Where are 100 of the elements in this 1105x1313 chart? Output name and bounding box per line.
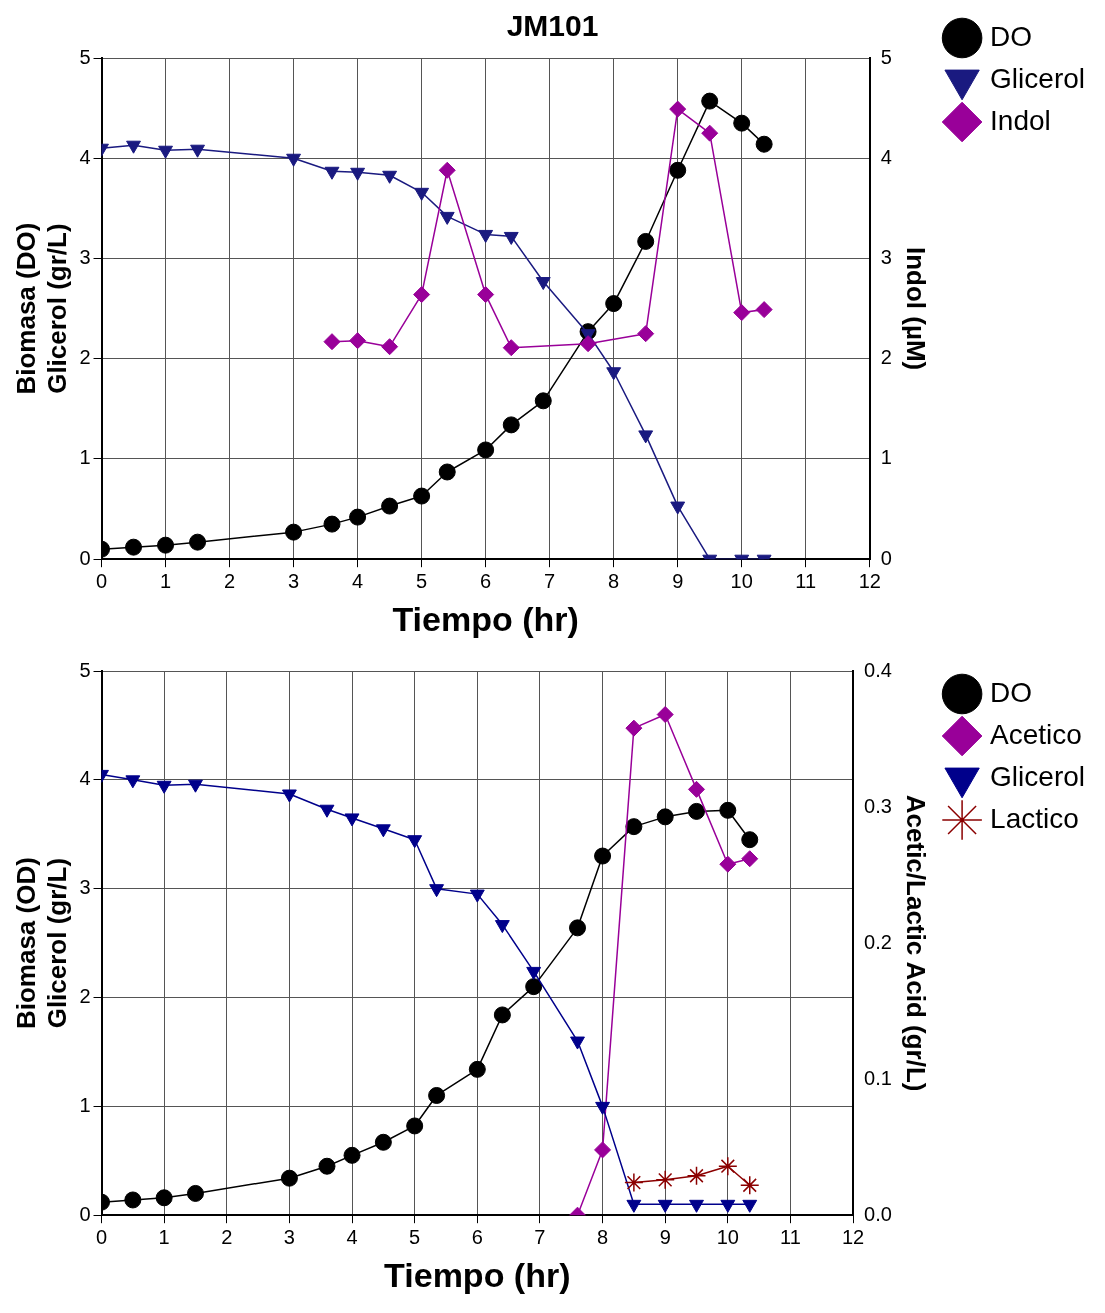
point [656,808,674,826]
point [477,441,495,459]
point [189,533,207,551]
point [188,779,203,793]
point [669,161,687,179]
point [655,1170,675,1190]
point [733,114,751,132]
legend-label: DO [990,20,1033,52]
point [503,231,519,245]
point [157,536,175,554]
x-tick-label: 0 [95,1225,108,1248]
point [350,167,366,181]
x-tick-label: 2 [224,569,236,592]
y-tick-label: 0 [79,546,91,569]
y2-tick-label: 1 [880,446,892,469]
point [374,1133,392,1151]
point [478,229,494,243]
x-tick-label: 7 [544,569,556,592]
x-tick-label: 5 [416,569,428,592]
x-tick-label: 12 [841,1225,865,1248]
point [719,801,737,819]
point [414,187,430,201]
point [413,487,431,505]
x-tick-label: 9 [672,569,684,592]
point [125,538,143,556]
point [594,1141,612,1159]
point [720,1199,736,1213]
point [281,789,297,803]
point [718,1156,738,1176]
x-tick-label: 1 [159,569,172,592]
y-tick-label: 4 [79,767,91,790]
y2-tick-label: 2 [880,346,892,369]
x-tick-label: 6 [480,569,492,592]
y-tick-label: 4 [79,145,91,168]
x-tick-label: 8 [608,569,620,592]
point [689,1199,704,1213]
point [637,325,655,343]
x-tick-label: 12 [858,569,881,592]
y-tick-label: 5 [79,658,91,681]
chart-title: JM101 [506,9,599,43]
point [569,919,587,937]
legend-label: Acetico [990,718,1082,750]
y2-axis-title: Indol (µM) [901,246,932,371]
point [124,1191,142,1209]
y2-tick-label: 0.2 [864,930,892,953]
point [526,966,542,980]
point [155,1189,173,1207]
point [125,775,141,789]
point [323,515,341,533]
x-tick-label: 6 [471,1225,483,1248]
point [375,824,391,838]
x-tick-label: 10 [730,569,753,592]
point [406,1117,424,1135]
x-tick-label: 4 [352,569,364,592]
y2-tick-label: 0.4 [864,658,892,681]
point [126,140,141,154]
point [286,153,302,167]
point [755,301,773,319]
y2-tick-label: 5 [880,45,892,68]
x-tick-label: 9 [659,1225,671,1248]
point [605,295,623,313]
point [324,166,340,180]
y-tick-label: 0 [79,1202,91,1225]
y-axis-title: Biomasa (DO) Glicerol (gr/L) [10,222,72,395]
point [190,144,205,158]
point [502,339,520,357]
point [343,1146,361,1164]
point [469,889,485,903]
point [323,333,341,351]
point [428,1086,446,1104]
point [502,416,520,434]
point [381,497,399,515]
x-tick-label: 4 [346,1225,358,1248]
point [381,338,399,356]
point [158,145,173,159]
point [438,463,456,481]
point [438,161,456,179]
point [733,304,751,322]
point [595,1101,610,1115]
point [579,335,597,353]
legend-label: Glicerol [990,62,1086,94]
y2-tick-label: 0 [880,546,892,569]
point [625,818,643,836]
x-tick-label: 8 [597,1225,609,1248]
y-axis-title: Biomasa (OD) Glicerol (gr/L) [10,857,72,1030]
point [349,508,367,526]
point [413,286,431,304]
legend-label: DO [990,676,1033,708]
x-tick-label: 0 [95,569,108,592]
y2-tick-label: 0.0 [864,1202,892,1225]
point [344,813,360,827]
point [535,277,551,291]
point [382,170,398,184]
point [318,1157,336,1175]
y2-tick-label: 0.1 [864,1066,892,1089]
point [156,780,172,794]
point [701,92,719,110]
point [349,332,367,350]
point [625,719,643,737]
point [719,855,737,873]
